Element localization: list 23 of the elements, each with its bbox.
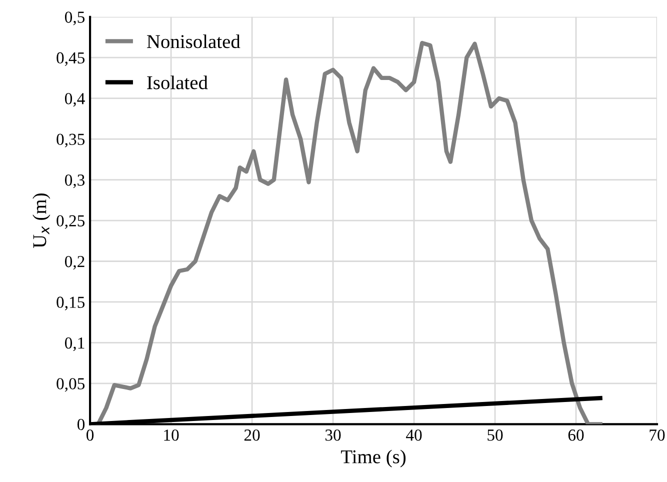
x-tick-label: 50 <box>488 430 503 441</box>
y-tick-label: 0,35 <box>56 134 85 148</box>
x-tick-label: 20 <box>244 430 260 441</box>
y-tick-label: 0,05 <box>56 378 85 392</box>
x-axis-title: Time (s) <box>341 450 406 468</box>
legend-label: Isolated <box>147 76 208 90</box>
x-tick-label: 40 <box>406 430 422 441</box>
y-axis-title: U$_{x}$ (m) <box>32 194 50 248</box>
y-tick-label: 0,1 <box>64 337 84 352</box>
y-tick-label: 0,45 <box>56 52 85 66</box>
x-tick-label: 70 <box>650 430 665 441</box>
y-tick-label: 0,25 <box>56 215 85 229</box>
y-tick-label: 0,15 <box>56 296 85 310</box>
y-tick-label: 0,4 <box>64 93 85 107</box>
x-tick-label: 0 <box>86 430 94 441</box>
x-tick-label: 30 <box>325 430 341 441</box>
y-tick-label: 0,2 <box>64 256 84 270</box>
legend-label: Nonisolated <box>146 34 240 48</box>
y-tick-label: 0,5 <box>64 12 85 26</box>
y-tick-label: 0 <box>77 418 85 430</box>
x-tick-label: 60 <box>568 430 584 441</box>
y-tick-label: 0,3 <box>64 174 85 188</box>
x-tick-label: 10 <box>164 430 179 441</box>
